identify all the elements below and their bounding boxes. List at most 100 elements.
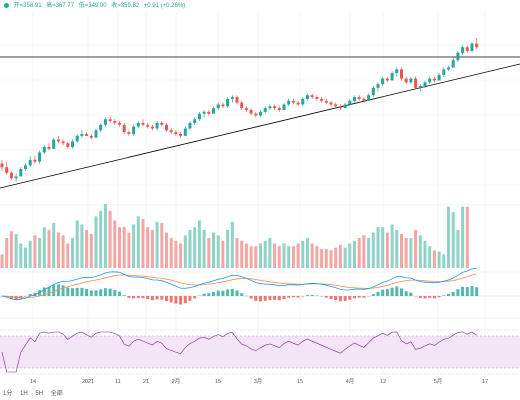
candle-body (404, 78, 408, 83)
macd-histogram-bar (33, 292, 37, 296)
candle-body (113, 121, 117, 123)
macd-histogram-bar (165, 296, 168, 302)
candle-body (28, 159, 32, 166)
candle-body (188, 122, 192, 129)
macd-histogram-bar (240, 293, 244, 296)
volume-bar (385, 232, 389, 268)
macd-histogram-bar (188, 296, 192, 301)
volume-bar (221, 240, 225, 268)
candle-body (395, 69, 399, 74)
volume-bar (66, 243, 70, 268)
candle-body (56, 139, 60, 142)
macd-histogram-bar (268, 296, 272, 300)
macd-histogram-bar (146, 296, 150, 300)
candle-body (414, 78, 418, 88)
volume-bar (146, 227, 150, 268)
candle-body (273, 106, 277, 109)
candle-body (165, 124, 168, 131)
candle-body (244, 108, 248, 110)
volume-bar (461, 206, 465, 268)
macd-histogram-bar (404, 291, 408, 296)
candle-body (155, 122, 159, 129)
macd-histogram-bar (296, 296, 300, 298)
macd-histogram-bar (381, 289, 385, 296)
x-tick-label: 15 (215, 379, 221, 385)
volume-bar (395, 229, 399, 268)
candle-body (456, 52, 460, 61)
candle-body (169, 130, 173, 133)
volume-bar (362, 235, 366, 268)
volume-bar (136, 216, 140, 268)
volume-bar (465, 206, 469, 268)
candle-body (320, 98, 324, 101)
volume-bar (174, 240, 178, 268)
macd-histogram-bar (127, 296, 131, 299)
volume-bar (24, 247, 27, 268)
macd-histogram-bar (371, 294, 375, 296)
candle-body (61, 141, 65, 144)
macd-histogram-bar (169, 296, 173, 303)
volume-bar (301, 240, 305, 268)
macd-histogram-bar (287, 296, 291, 298)
timeframe-1m[interactable]: 1分 (3, 391, 13, 397)
candle-body (385, 78, 389, 81)
macd-histogram-bar (400, 288, 403, 296)
timeframe-1h[interactable]: 1H (20, 391, 28, 397)
macd-histogram-bar (343, 296, 347, 301)
macd-histogram-bar (113, 289, 117, 296)
volume-bar (367, 238, 371, 268)
macd-histogram-bar (254, 296, 258, 301)
close-value: 收=359.82 (111, 3, 140, 9)
candle-body (24, 165, 27, 170)
macd-histogram-bar (226, 289, 230, 296)
volume-bar (353, 240, 356, 268)
macd-histogram-bar (202, 293, 206, 296)
x-tick-label: 5月 (434, 378, 443, 385)
macd-histogram-bar (385, 289, 389, 296)
x-tick-label: 4月 (346, 378, 355, 385)
volume-bar (432, 250, 436, 268)
timeframe-all[interactable]: 全部 (50, 391, 63, 397)
volume-bar (442, 254, 446, 268)
volume-bar (249, 246, 253, 268)
volume-bar (240, 240, 244, 268)
candle-body (47, 146, 51, 149)
candle-body (193, 119, 197, 123)
volume-bar (343, 247, 347, 268)
volume-bar (315, 246, 319, 268)
timeframe-5h[interactable]: 5H (35, 391, 44, 397)
candle-body (33, 159, 37, 162)
candle-body (287, 100, 291, 105)
volume-bar (52, 223, 56, 268)
volume-bar (310, 243, 314, 268)
volume-bar (273, 243, 277, 268)
timeframe-bar: 1分 1H 5H 全部 (0, 388, 520, 400)
volume-bar (193, 227, 197, 268)
candle-body (52, 139, 56, 149)
macd-histogram-bar (52, 284, 56, 296)
candle-body (390, 73, 394, 81)
symbol-status-icon (4, 2, 9, 8)
volume-bar (5, 238, 9, 268)
macd-histogram-bar (470, 286, 474, 296)
candle-body (376, 84, 380, 88)
volume-bar (282, 243, 286, 268)
macd-histogram-bar (277, 296, 281, 301)
macd-histogram-bar (376, 291, 380, 296)
macd-histogram-bar (451, 291, 455, 296)
open-value: 开=358.91 (13, 3, 42, 9)
candle-body (432, 78, 436, 81)
candle-body (80, 134, 84, 136)
candle-body (230, 97, 234, 99)
candle-body (381, 78, 385, 85)
macd-histogram-bar (259, 296, 262, 302)
candle-body (197, 113, 201, 120)
candle-body (423, 82, 427, 86)
candle-body (442, 69, 446, 75)
macd-histogram-bar (353, 296, 356, 299)
volume-bar (9, 231, 13, 268)
candle-body (226, 98, 230, 107)
x-tick-label: 12 (380, 379, 386, 385)
candle-body (437, 74, 441, 81)
